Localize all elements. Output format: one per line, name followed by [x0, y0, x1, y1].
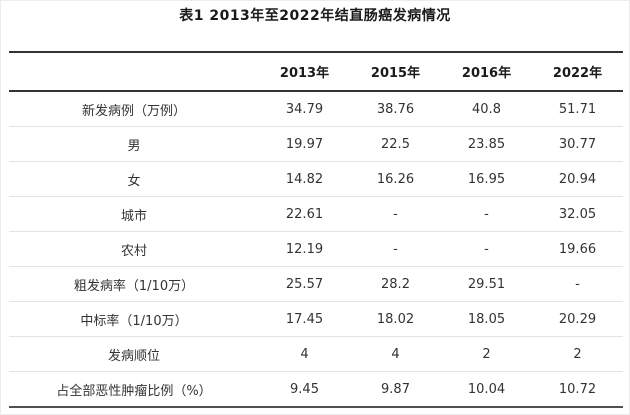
row-label: 新发病例（万例） — [9, 91, 259, 127]
table-body: 新发病例（万例） 34.79 38.76 40.8 51.71 男 19.97 22.5 23.… — [9, 91, 623, 408]
table-cell: 9.45 — [259, 371, 350, 408]
table-cell: 17.45 — [259, 301, 350, 337]
corner-cell — [9, 51, 259, 92]
year-column-header: 2016年 — [441, 51, 532, 92]
row-label: 中标率（1/10万） — [9, 301, 259, 337]
row-label: 粗发病率（1/10万） — [9, 266, 259, 302]
row-label: 占全部恶性肿瘤比例（%） — [9, 371, 259, 408]
table-row: 男 19.97 22.5 23.85 30.77 — [9, 126, 623, 162]
table-row: 发病顺位 4 4 2 2 — [9, 336, 623, 372]
table-cell: 51.71 — [532, 91, 623, 127]
table-cell: 4 — [259, 336, 350, 372]
table-row: 女 14.82 16.26 16.95 20.94 — [9, 161, 623, 197]
table-cell: - — [532, 266, 623, 302]
table-cell: - — [441, 196, 532, 232]
table-cell: 25.57 — [259, 266, 350, 302]
row-label: 发病顺位 — [9, 336, 259, 372]
table-cell: 32.05 — [532, 196, 623, 232]
year-column-header: 2022年 — [532, 51, 623, 92]
row-label: 城市 — [9, 196, 259, 232]
table-cell: 10.04 — [441, 371, 532, 408]
table-cell: 38.76 — [350, 91, 441, 127]
table-row: 新发病例（万例） 34.79 38.76 40.8 51.71 — [9, 91, 623, 127]
table-cell: 19.66 — [532, 231, 623, 267]
table-cell: 9.87 — [350, 371, 441, 408]
incidence-table: 2013年 2015年 2016年 2022年 新发病例（万例） 34.79 38.76 4… — [9, 51, 623, 408]
table-cell: 40.8 — [441, 91, 532, 127]
table-row: 占全部恶性肿瘤比例（%） 9.45 9.87 10.04 10.72 — [9, 371, 623, 408]
table-caption: 表1 2013年至2022年结直肠癌发病情况 — [179, 8, 451, 24]
table-cell: 34.79 — [259, 91, 350, 127]
table-cell: - — [441, 231, 532, 267]
row-label: 男 — [9, 126, 259, 162]
table-cell: 19.97 — [259, 126, 350, 162]
table-cell: - — [350, 231, 441, 267]
table-cell: 18.02 — [350, 301, 441, 337]
year-column-header: 2015年 — [350, 51, 441, 92]
table-cell: 28.2 — [350, 266, 441, 302]
table-cell: 14.82 — [259, 161, 350, 197]
table-cell: 22.5 — [350, 126, 441, 162]
table-cell: 20.29 — [532, 301, 623, 337]
table-cell: 20.94 — [532, 161, 623, 197]
table-cell: 16.26 — [350, 161, 441, 197]
table-cell: 4 — [350, 336, 441, 372]
table-cell: - — [350, 196, 441, 232]
table-cell: 2 — [441, 336, 532, 372]
table-row: 粗发病率（1/10万） 25.57 28.2 29.51- — [9, 266, 623, 302]
table-cell: 16.95 — [441, 161, 532, 197]
year-column-header: 2013年 — [259, 51, 350, 92]
table-cell: 12.19 — [259, 231, 350, 267]
table-cell: 30.77 — [532, 126, 623, 162]
row-label: 女 — [9, 161, 259, 197]
table-cell: 29.51 — [441, 266, 532, 302]
table-cell: 22.61 — [259, 196, 350, 232]
table-row: 农村 12.19- -19.66 — [9, 231, 623, 267]
table-cell: 10.72 — [532, 371, 623, 408]
table-cell: 23.85 — [441, 126, 532, 162]
row-label: 农村 — [9, 231, 259, 267]
table-cell: 18.05 — [441, 301, 532, 337]
table-row: 中标率（1/10万） 17.45 18.02 18.05 20.29 — [9, 301, 623, 337]
table-row: 城市 22.61- -32.05 — [9, 196, 623, 232]
table-cell: 2 — [532, 336, 623, 372]
header-row: 2013年 2015年 2016年 2022年 — [9, 51, 623, 92]
